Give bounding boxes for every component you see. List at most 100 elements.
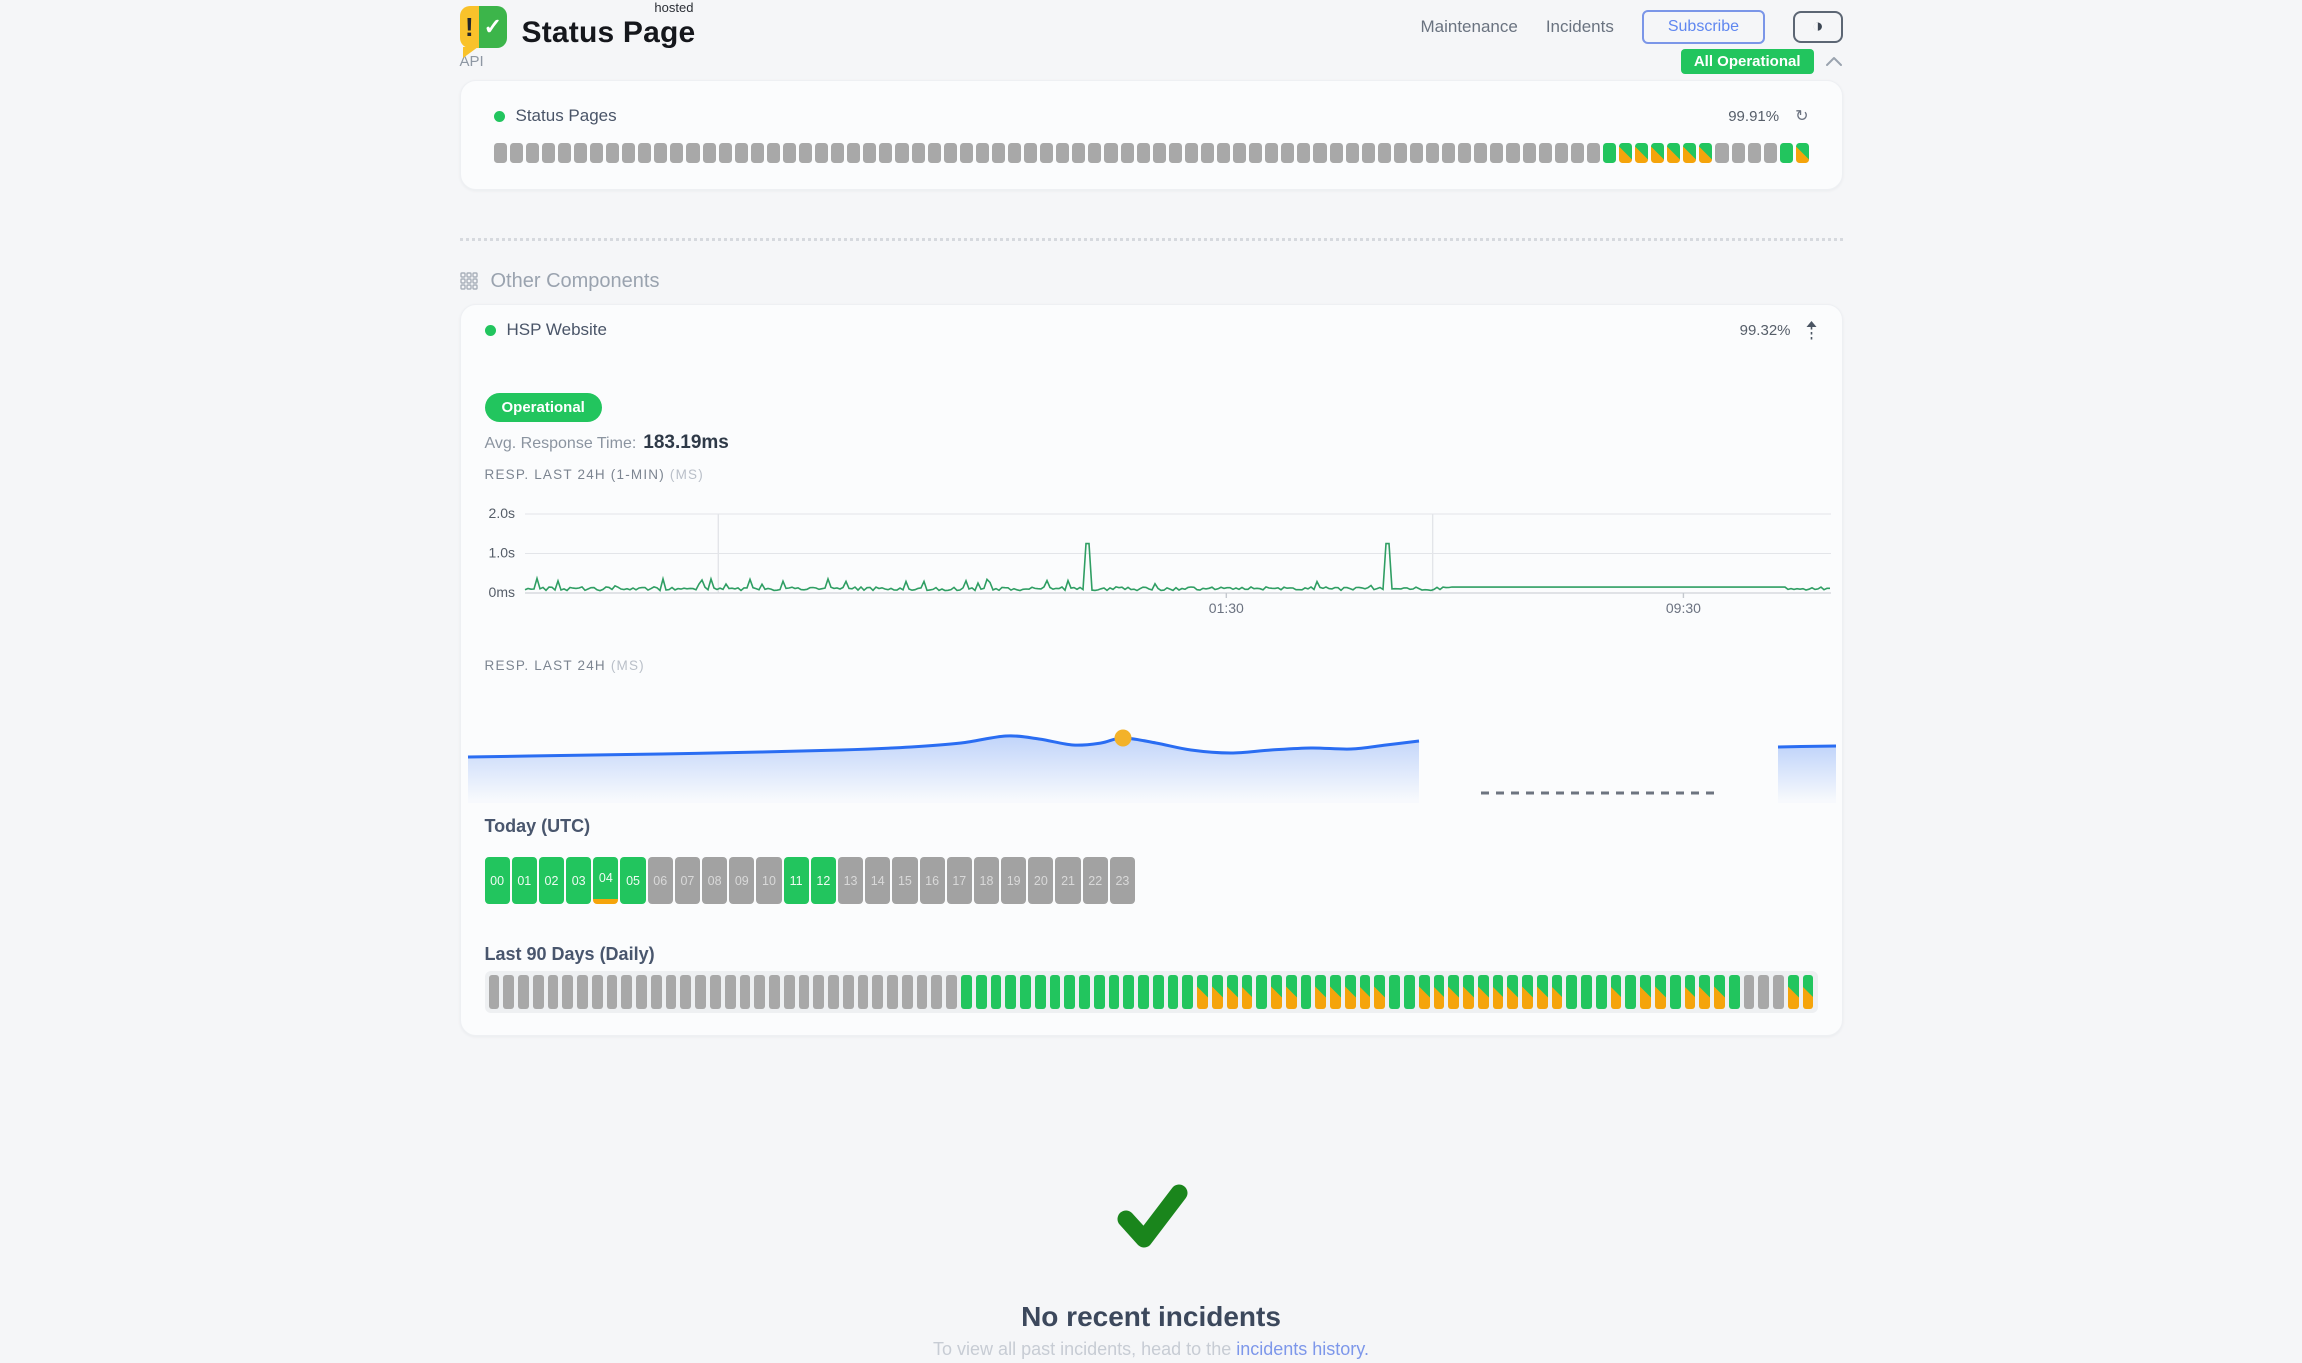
uptime-bar[interactable]	[734, 143, 748, 163]
daily-uptime-bar[interactable]	[754, 975, 766, 1009]
uptime-bar[interactable]	[1538, 143, 1552, 163]
hour-cell[interactable]: 15	[892, 857, 918, 904]
daily-uptime-bar[interactable]	[503, 975, 515, 1009]
uptime-bar[interactable]	[1586, 143, 1600, 163]
daily-uptime-bar[interactable]	[650, 975, 662, 1009]
brand-logo[interactable]: ! ✓ hosted Status Page	[459, 0, 696, 58]
uptime-bar[interactable]	[750, 143, 764, 163]
daily-uptime-bar[interactable]	[695, 975, 706, 1009]
daily-uptime-bar[interactable]	[1802, 975, 1814, 1009]
hour-cell[interactable]: 02	[538, 857, 565, 904]
hour-cell[interactable]: 13	[837, 857, 864, 904]
uptime-bar[interactable]	[606, 143, 620, 163]
daily-uptime-bar[interactable]	[1595, 975, 1607, 1009]
uptime-bar[interactable]	[1667, 143, 1681, 163]
uptime-bar[interactable]	[847, 143, 861, 163]
daily-uptime-bar[interactable]	[813, 975, 825, 1009]
daily-uptime-bar[interactable]	[1448, 975, 1460, 1009]
daily-uptime-bar[interactable]	[1079, 975, 1090, 1009]
uptime-bar[interactable]	[1570, 143, 1584, 163]
uptime-bar[interactable]	[1088, 143, 1102, 163]
daily-uptime-bar[interactable]	[931, 975, 943, 1009]
uptime-bar[interactable]	[975, 143, 989, 163]
daily-uptime-bar[interactable]	[680, 975, 692, 1009]
daily-uptime-bar[interactable]	[1359, 975, 1371, 1009]
daily-uptime-bar[interactable]	[1005, 975, 1017, 1009]
daily-uptime-bar[interactable]	[577, 975, 588, 1009]
hour-cell[interactable]: 12	[810, 857, 836, 904]
daily-uptime-bar[interactable]	[532, 975, 544, 1009]
daily-uptime-bar[interactable]	[709, 975, 721, 1009]
daily-uptime-bar[interactable]	[1241, 975, 1253, 1009]
daily-uptime-bar[interactable]	[1522, 975, 1533, 1009]
uptime-bar[interactable]	[1683, 143, 1697, 163]
uptime-bar[interactable]	[1602, 143, 1616, 163]
daily-uptime-bar[interactable]	[1197, 975, 1209, 1009]
daily-uptime-bar[interactable]	[1714, 975, 1725, 1009]
daily-uptime-bar[interactable]	[887, 975, 898, 1009]
uptime-bar[interactable]	[927, 143, 941, 163]
hour-cell[interactable]: 22	[1082, 857, 1108, 904]
daily-uptime-bar[interactable]	[1285, 975, 1297, 1009]
uptime-bar[interactable]	[557, 143, 571, 163]
daily-uptime-bar[interactable]	[916, 975, 928, 1009]
uptime-bar[interactable]	[1345, 143, 1359, 163]
daily-uptime-bar[interactable]	[562, 975, 574, 1009]
hour-cell[interactable]: 14	[865, 857, 891, 904]
uptime-bar[interactable]	[1618, 143, 1633, 163]
uptime-bar[interactable]	[573, 143, 587, 163]
daily-uptime-bar[interactable]	[724, 975, 736, 1009]
daily-uptime-bar[interactable]	[828, 975, 839, 1009]
uptime-bar[interactable]	[686, 143, 700, 163]
uptime-bar[interactable]	[1168, 143, 1182, 163]
daily-uptime-bar[interactable]	[1034, 975, 1046, 1009]
daily-uptime-bar[interactable]	[1463, 975, 1474, 1009]
uptime-bar[interactable]	[991, 143, 1005, 163]
uptime-bar[interactable]	[959, 143, 973, 163]
daily-uptime-bar[interactable]	[1728, 975, 1740, 1009]
uptime-bar[interactable]	[798, 143, 813, 163]
response-1min-chart[interactable]: 01:30 09:30 2.0s 1.0s 0ms	[485, 506, 1831, 618]
uptime-bar[interactable]	[831, 143, 845, 163]
daily-uptime-bar[interactable]	[621, 975, 633, 1009]
daily-uptime-bar[interactable]	[1492, 975, 1504, 1009]
daily-uptime-bar[interactable]	[1669, 975, 1681, 1009]
hour-cell[interactable]: 07	[674, 857, 700, 904]
daily-uptime-bar[interactable]	[901, 975, 913, 1009]
daily-uptime-bar[interactable]	[1330, 975, 1341, 1009]
uptime-bar[interactable]	[1506, 143, 1520, 163]
daily-uptime-bar[interactable]	[1433, 975, 1445, 1009]
hour-cell[interactable]: 06	[647, 857, 673, 904]
uptime-bar[interactable]	[1747, 143, 1761, 163]
uptime-bar[interactable]	[1474, 143, 1488, 163]
hour-cell[interactable]: 23	[1109, 857, 1135, 904]
daily-uptime-bar[interactable]	[739, 975, 751, 1009]
daily-uptime-bar[interactable]	[1093, 975, 1105, 1009]
daily-uptime-bar[interactable]	[1654, 975, 1666, 1009]
daily-uptime-bar[interactable]	[1049, 975, 1061, 1009]
uptime-bar[interactable]	[1731, 143, 1745, 163]
hour-cell[interactable]: 16	[919, 857, 945, 904]
nav-incidents[interactable]: Incidents	[1545, 17, 1614, 36]
daily-uptime-bar[interactable]	[1108, 975, 1120, 1009]
uptime-bar[interactable]	[1522, 143, 1536, 163]
daily-uptime-bar[interactable]	[842, 975, 854, 1009]
hour-cell[interactable]: 01	[511, 857, 537, 904]
uptime-bar[interactable]	[1249, 143, 1263, 163]
uptime-bar[interactable]	[718, 143, 732, 163]
daily-uptime-bar[interactable]	[1507, 975, 1519, 1009]
uptime-bar[interactable]	[1136, 143, 1150, 163]
uptime-bar[interactable]	[638, 143, 652, 163]
uptime-bar[interactable]	[1490, 143, 1504, 163]
uptime-bar[interactable]	[1313, 143, 1327, 163]
hour-cell[interactable]: 20	[1028, 857, 1054, 904]
daily-uptime-bar[interactable]	[591, 975, 603, 1009]
uptime-bar[interactable]	[509, 143, 523, 163]
uptime-bar[interactable]	[1426, 143, 1440, 163]
theme-toggle-button[interactable]: ◑	[1793, 10, 1843, 44]
uptime-bar[interactable]	[1233, 143, 1247, 163]
uptime-bar[interactable]	[541, 143, 555, 163]
uptime-bar-row[interactable]	[493, 143, 1809, 163]
uptime-bar[interactable]	[895, 143, 909, 163]
daily-uptime-bar[interactable]	[1403, 975, 1415, 1009]
